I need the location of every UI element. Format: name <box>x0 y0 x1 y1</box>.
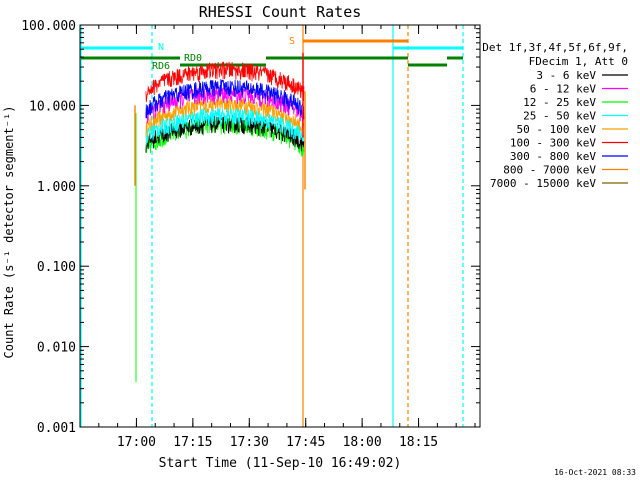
series-line <box>145 96 305 138</box>
x-tick-label: 17:30 <box>230 435 269 450</box>
rd0-flag-label: RD0 <box>184 53 202 64</box>
legend-label: 300 - 800 keV <box>510 150 596 163</box>
series-line <box>145 61 305 103</box>
y-tick-label: 0.100 <box>37 260 76 275</box>
legend-header-line-2: FDecim 1, Att 0 <box>529 55 628 68</box>
night-flag-label: N <box>158 42 164 53</box>
series-line <box>145 79 305 120</box>
axes: 0.001 0.010 0.100 1.000 10.000 100.000 17:00 17… <box>21 19 481 450</box>
legend-label: 3 - 6 keV <box>536 69 596 82</box>
x-tick-label: 17:15 <box>173 435 212 450</box>
y-tick-label: 0.001 <box>37 421 76 436</box>
legend-label: 50 - 100 keV <box>517 123 597 136</box>
legend-header-line-1: Det 1f,3f,4f,5f,6f,9f, <box>482 41 628 54</box>
legend-label: 800 - 7000 keV <box>503 164 596 177</box>
legend-label: 25 - 50 keV <box>523 110 596 123</box>
saa-flag-label: S <box>289 36 295 47</box>
rd6-flag-label: RD6 <box>152 61 170 72</box>
plot-area: N RD6 RD0 S <box>80 25 464 427</box>
series-line <box>145 107 305 146</box>
y-tick-label: 10.000 <box>29 99 76 114</box>
y-axis-label: Count Rate (s⁻¹ detector segment⁻¹) <box>2 106 16 359</box>
legend-label: 6 - 12 keV <box>530 83 597 96</box>
x-axis-label: Start Time (11-Sep-10 16:49:02) <box>159 456 402 471</box>
footer-date: 16-Oct-2021 08:33 <box>554 468 636 477</box>
legend-label: 100 - 300 keV <box>510 137 596 150</box>
legend-label: 12 - 25 keV <box>523 96 596 109</box>
plot-frame <box>79 24 481 428</box>
legend-label: 7000 - 15000 keV <box>490 177 596 190</box>
x-tick-label: 18:00 <box>343 435 382 450</box>
x-tick-label: 18:15 <box>399 435 438 450</box>
y-tick-label: 0.010 <box>37 341 76 356</box>
y-tick-label: 100.000 <box>21 19 76 34</box>
chart-title: RHESSI Count Rates <box>199 3 362 21</box>
x-tick-label: 17:45 <box>286 435 325 450</box>
x-tick-label: 17:00 <box>117 435 156 450</box>
y-tick-label: 1.000 <box>37 180 76 195</box>
